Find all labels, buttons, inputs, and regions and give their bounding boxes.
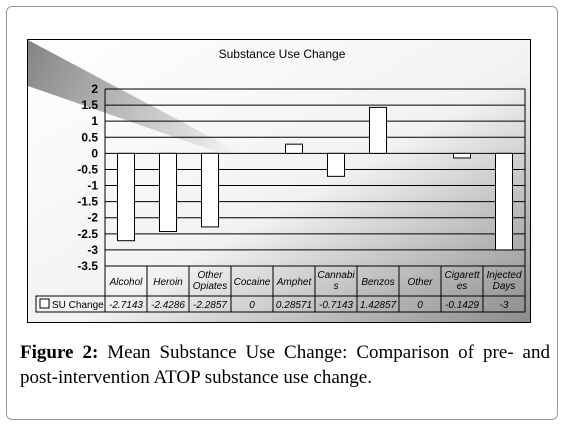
category-label: Benzos	[361, 277, 394, 288]
y-tick-label: -0.5	[77, 162, 98, 176]
bar	[369, 106, 387, 154]
figure-label: Figure 2:	[20, 342, 99, 363]
y-tick-label: 1.5	[81, 98, 98, 112]
bar	[201, 152, 219, 228]
category-label: Cocaine	[234, 277, 271, 288]
data-label: -0.1429	[445, 300, 479, 311]
bar	[495, 152, 513, 251]
y-tick-label: 1	[91, 114, 98, 128]
data-label: -2.7143	[109, 300, 143, 311]
data-label: 1.42857	[360, 300, 397, 311]
y-tick-label: 0	[91, 146, 98, 160]
data-label: 0	[249, 300, 255, 311]
bar	[159, 152, 177, 233]
legend-label: SU Change	[52, 300, 104, 311]
legend-swatch	[39, 298, 50, 309]
y-tick-label: -1	[87, 179, 98, 193]
category-label: Cannabi s	[317, 270, 355, 292]
figure-caption: Figure 2: Mean Substance Use Change: Com…	[20, 340, 550, 390]
y-tick-label: -2	[87, 211, 98, 225]
y-tick-label: -1.5	[77, 195, 98, 209]
y-tick-label: -3	[87, 243, 98, 257]
bar-chart: Substance Use Change 2 1.5 1 0.5 0 -0.5 -1 -1.5…	[28, 40, 530, 322]
y-tick-label: 2	[91, 82, 98, 96]
category-label: Injected Days	[486, 270, 521, 292]
category-label: Other	[407, 277, 433, 288]
category-label: Other Opiates	[193, 270, 227, 292]
chart-area: Substance Use Change 2 1.5 1 0.5 0 -0.5 -1 -1.5…	[27, 39, 531, 323]
bar	[117, 152, 135, 242]
data-table: Alcohol -2.7143 Heroin -2.4286 Other Opiates -…	[35, 266, 526, 313]
category-label: Heroin	[153, 277, 183, 288]
data-label: 0.28571	[276, 300, 312, 311]
y-axis-ticks: 2 1.5 1 0.5 0 -0.5 -1 -1.5 -2 -2.5 -3 -3.5	[77, 82, 98, 273]
chart-title: Substance Use Change	[219, 47, 346, 61]
caption-text: Mean Substance Use Change: Comparison of…	[20, 342, 550, 388]
y-tick-label: -2.5	[77, 227, 98, 241]
bar	[327, 152, 345, 177]
background-shading	[28, 40, 278, 173]
category-label: Cigarett es	[444, 270, 480, 292]
bar	[453, 152, 471, 159]
category-label: Alcohol	[109, 277, 144, 288]
data-label: -0.7143	[319, 300, 353, 311]
category-label: Amphet	[276, 277, 313, 288]
y-tick-label: -3.5	[77, 259, 98, 273]
data-label: -2.2857	[193, 300, 227, 311]
bars	[117, 106, 513, 251]
data-label: -3	[500, 300, 509, 311]
y-tick-label: 0.5	[81, 130, 98, 144]
bar	[285, 143, 303, 154]
data-label: -2.4286	[151, 300, 185, 311]
data-label: 0	[417, 300, 423, 311]
